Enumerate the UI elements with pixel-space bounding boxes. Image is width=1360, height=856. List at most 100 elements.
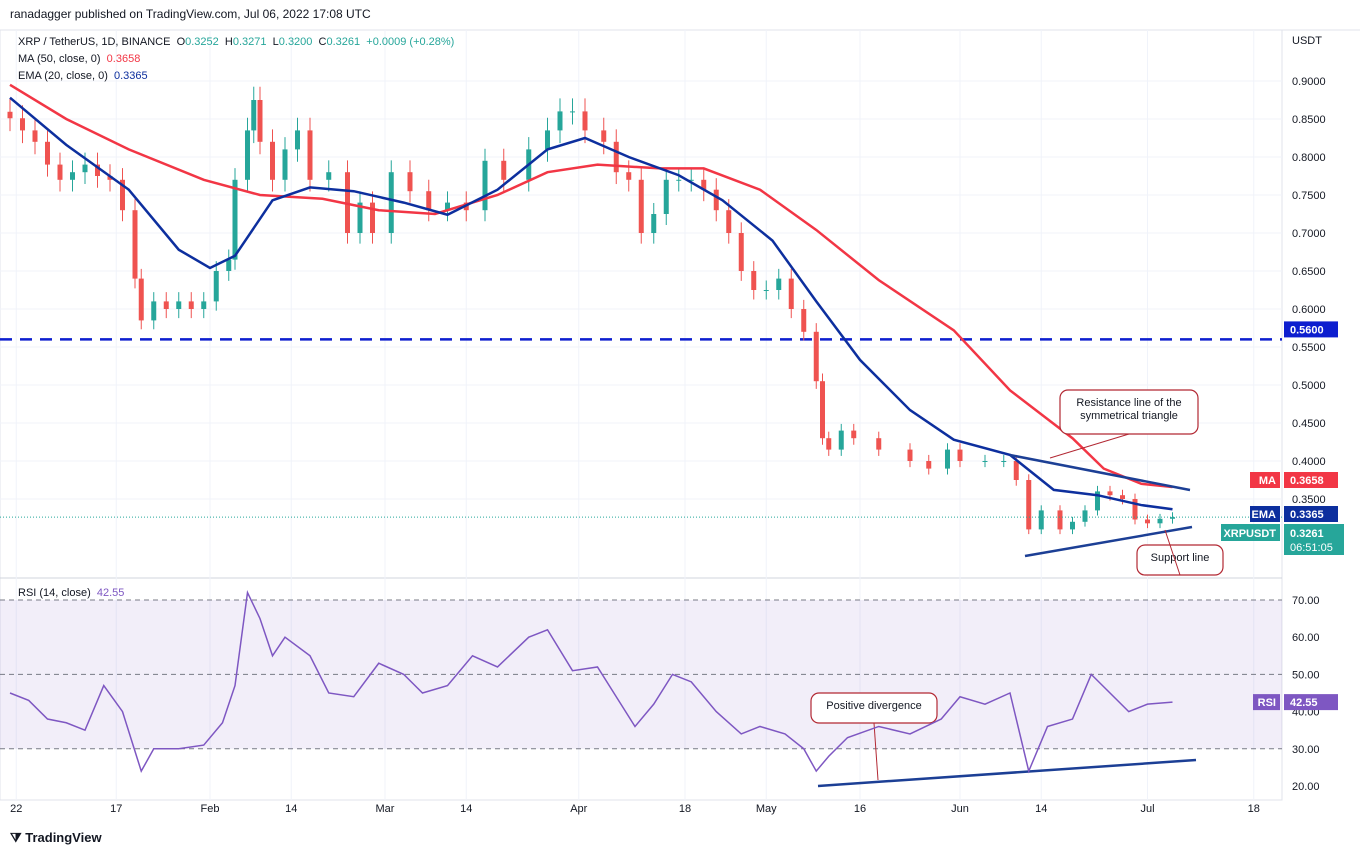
candle (638, 179, 644, 233)
symbol-tag: XRPUSDT (1223, 528, 1276, 540)
candle (307, 130, 313, 180)
rsi-line (9, 589, 1173, 774)
candle (582, 111, 588, 131)
price-tick: 0.6000 (1292, 304, 1326, 316)
rsi-legend[interactable]: RSI (14, close) 42.55 (18, 587, 124, 599)
candle (545, 130, 550, 150)
resistance-annotation-text: symmetrical triangle (1080, 410, 1178, 422)
o-label: O (176, 36, 186, 48)
candle (613, 141, 619, 173)
ema-line (9, 96, 1173, 511)
candle (751, 271, 757, 290)
ema-legend[interactable]: EMA (20, close, 0) 0.3365 (18, 70, 148, 82)
candle (1095, 491, 1100, 511)
candle (945, 449, 950, 469)
divergence-annotation-pointer (873, 722, 879, 781)
price-tag-name: MA (1259, 475, 1276, 487)
candle (688, 179, 694, 181)
candle (188, 301, 194, 309)
l-label: L (272, 36, 279, 48)
price-tick: 0.4500 (1292, 418, 1326, 430)
candle (95, 164, 100, 176)
price-tag-value: 0.3365 (1290, 509, 1324, 521)
candle (676, 179, 682, 181)
last-price: 0.3261 (1290, 528, 1324, 540)
support-annotation-text: Support line (1151, 552, 1210, 564)
candle (788, 278, 794, 309)
candle (601, 130, 607, 142)
candle (738, 233, 744, 271)
time-tick: 14 (1035, 803, 1047, 815)
candle (907, 449, 913, 461)
published-header: ranadagger published on TradingView.com,… (10, 7, 371, 21)
candle (426, 191, 432, 211)
candle (1132, 499, 1138, 520)
candle (663, 179, 669, 214)
time-tick: Mar (376, 803, 395, 815)
high-value: 0.3271 (232, 36, 267, 48)
candle (851, 430, 857, 439)
time-tick: 22 (10, 803, 22, 815)
candle (482, 160, 488, 211)
candle (776, 278, 782, 290)
candle (251, 100, 257, 131)
resistance-annotation-pointer (1049, 433, 1130, 459)
candle (201, 301, 207, 309)
price-tick: 0.3500 (1292, 494, 1326, 506)
candle (1038, 510, 1044, 530)
candle (1157, 518, 1163, 524)
candle (1082, 510, 1088, 522)
change-value: +0.0009 (+0.28%) (366, 36, 455, 48)
c-label: C (318, 36, 327, 48)
time-tick: Feb (201, 803, 220, 815)
candle (245, 130, 250, 180)
time-tick: 14 (460, 803, 472, 815)
time-tick: Jul (1140, 803, 1154, 815)
candle (820, 381, 825, 439)
candle (1001, 461, 1007, 462)
candle (176, 301, 182, 309)
price-tick: 0.8500 (1292, 114, 1326, 126)
tradingview-logo[interactable]: ⧩ TradingView (10, 830, 102, 846)
candle (1120, 495, 1125, 499)
time-tick: Jun (951, 803, 969, 815)
rsi-label: RSI (14, close) (18, 587, 91, 599)
candle (626, 172, 632, 180)
price-tag-name-bg (1250, 506, 1280, 522)
logo-text: TradingView (25, 830, 102, 845)
time-tick: 18 (679, 803, 691, 815)
candle (1145, 519, 1150, 524)
candle (151, 301, 157, 321)
rsi-tick: 20.00 (1292, 781, 1320, 793)
candle (7, 111, 13, 119)
ma-label: MA (50, close, 0) (18, 53, 101, 65)
price-tag-name-bg (1250, 472, 1280, 488)
price-tick: 0.7000 (1292, 228, 1326, 240)
low-value: 0.3200 (278, 36, 313, 48)
rsi-tag-name: RSI (1258, 697, 1276, 709)
ma-line (9, 83, 1173, 489)
candle (838, 430, 844, 450)
time-tick: May (756, 803, 777, 815)
candle (357, 202, 363, 233)
rsi-tick: 50.00 (1292, 669, 1320, 681)
ma-legend[interactable]: MA (50, close, 0) 0.3658 (18, 53, 140, 65)
symbol-tag-bg (1221, 524, 1280, 541)
candle (138, 278, 144, 321)
time-tick: 14 (285, 803, 297, 815)
candle (132, 210, 138, 279)
candle (213, 271, 219, 302)
divergence-annotation-text: Positive divergence (826, 700, 921, 712)
h-label: H (224, 36, 233, 48)
candle (1026, 480, 1032, 530)
candle (876, 438, 882, 450)
candle (370, 202, 375, 233)
rsi-tag-value: 42.55 (1290, 697, 1318, 709)
candle (107, 176, 113, 180)
candle (1013, 461, 1019, 480)
ema-value: 0.3365 (114, 70, 148, 82)
candle (1057, 510, 1063, 530)
support-trendline (1024, 525, 1193, 558)
candle (388, 172, 394, 233)
